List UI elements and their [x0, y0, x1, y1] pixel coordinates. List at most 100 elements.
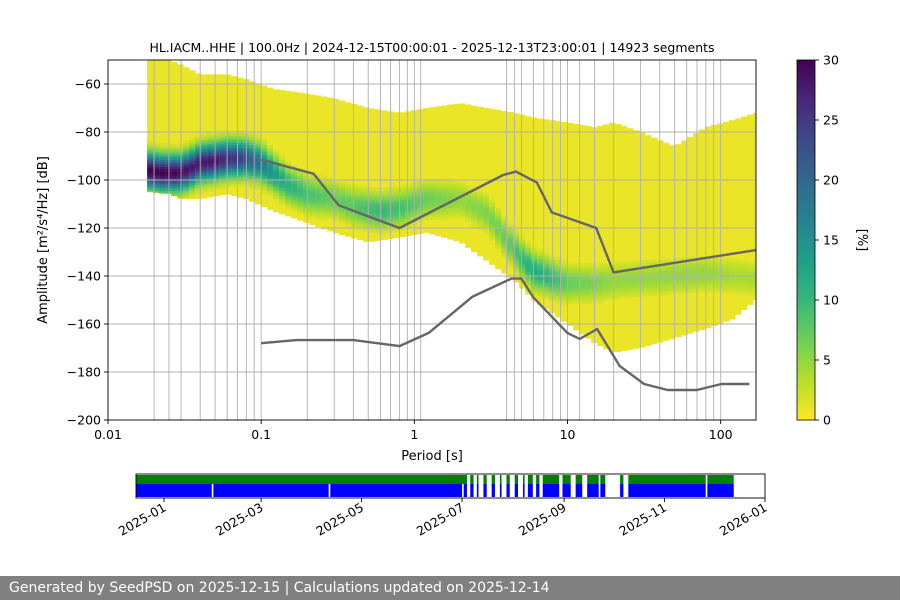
- psd-heat-cell: [675, 267, 682, 271]
- psd-heat-cell: [381, 199, 388, 203]
- psd-heat-cell: [501, 216, 508, 219]
- psd-heat-cell: [165, 166, 172, 170]
- psd-heat-cell: [639, 269, 646, 273]
- availability-segment-top: [562, 475, 571, 484]
- psd-heat-cell: [531, 258, 538, 261]
- psd-heat-cell: [681, 271, 688, 275]
- psd-heat-cell: [519, 249, 526, 252]
- psd-heat-cell: [261, 181, 268, 184]
- psd-heat-cell: [183, 176, 190, 180]
- psd-heat-cell: [429, 212, 436, 216]
- psd-heat-cell: [255, 137, 262, 140]
- psd-heat-cell: [363, 200, 370, 203]
- psd-heat-cell: [633, 282, 640, 286]
- psd-heat-cell: [279, 176, 286, 180]
- y-tick-label: −200: [67, 413, 101, 428]
- colorbar-tick-label: 30: [823, 53, 839, 68]
- psd-heat-cell: [315, 183, 322, 186]
- psd-heat-cell: [201, 156, 208, 160]
- psd-heat-cell: [177, 188, 184, 192]
- psd-heat-cell: [165, 157, 172, 160]
- psd-heat-cell: [327, 185, 334, 188]
- psd-heat-cell: [687, 276, 694, 279]
- psd-heat-cell: [597, 293, 604, 296]
- psd-heat-cell: [567, 279, 574, 283]
- psd-heat-cell: [663, 268, 670, 271]
- psd-heat-cell: [213, 156, 220, 160]
- psd-heat-cell: [321, 217, 328, 221]
- psd-heat-cell: [543, 293, 550, 297]
- psd-heat-cell: [315, 180, 322, 184]
- psd-heat-cell: [213, 159, 220, 163]
- psd-heat-cell: [597, 274, 604, 277]
- psd-heat-cell: [471, 202, 478, 206]
- psd-heat-cell: [195, 177, 202, 181]
- psd-heat-cell: [183, 142, 190, 146]
- psd-heat-cell: [579, 267, 586, 271]
- psd-heat-cell: [693, 280, 700, 284]
- psd-heat-cell: [327, 182, 334, 186]
- x-tick-label: 10: [560, 427, 576, 442]
- psd-heat-cell: [489, 206, 496, 210]
- psd-heat-cell: [159, 169, 166, 172]
- psd-heat-cell: [615, 272, 622, 275]
- psd-heat-cell: [177, 159, 184, 163]
- psd-heat-cell: [375, 214, 382, 218]
- psd-heat-cell: [165, 169, 172, 172]
- availability-segment-bottom: [542, 484, 560, 497]
- psd-heat-cell: [327, 216, 334, 220]
- psd-heat-cell: [297, 175, 304, 178]
- psd-heat-cell: [183, 154, 190, 158]
- psd-heat-cell: [405, 190, 412, 193]
- psd-heat-cell: [513, 253, 520, 257]
- availability-segment-bottom: [536, 484, 540, 497]
- psd-heat-cell: [639, 281, 646, 285]
- psd-heat-cell: [633, 260, 640, 264]
- psd-heat-cell: [273, 173, 280, 177]
- psd-heat-cell: [753, 265, 756, 268]
- psd-heat-cell: [663, 261, 670, 264]
- psd-heat-cell: [681, 290, 688, 294]
- psd-heat-cell: [351, 224, 358, 228]
- psd-heat-cell: [159, 190, 166, 194]
- psd-heat-column: [555, 121, 562, 318]
- psd-heat-cell: [351, 183, 358, 187]
- psd-heat-cell: [699, 270, 706, 273]
- psd-heat-cell: [225, 145, 232, 148]
- psd-heat-cell: [255, 146, 262, 150]
- psd-heat-cell: [309, 201, 316, 204]
- psd-heat-cell: [195, 148, 202, 152]
- psd-heat-cell: [279, 190, 286, 194]
- colorbar-tick-label: 25: [823, 113, 839, 128]
- psd-heat-cell: [459, 215, 466, 219]
- psd-heat-cell: [441, 193, 448, 196]
- psd-heat-cell: [639, 289, 646, 292]
- psd-heat-cell: [195, 141, 202, 145]
- psd-heat-cell: [237, 171, 244, 175]
- x-tick-label: 100: [709, 427, 733, 442]
- psd-heat-cell: [231, 142, 238, 146]
- psd-heat-cell: [219, 170, 226, 173]
- psd-heat-cell: [291, 186, 298, 190]
- psd-heat-cell: [645, 262, 652, 265]
- psd-heat-cell: [741, 261, 748, 265]
- availability-frame: [135, 473, 766, 499]
- psd-heat-cell: [573, 267, 580, 271]
- psd-heat-cell: [699, 289, 706, 293]
- psd-heat-cell: [201, 170, 208, 174]
- psd-heat-cell: [495, 215, 502, 218]
- psd-heat-cell: [501, 252, 508, 255]
- psd-heat-cell: [201, 166, 208, 169]
- psd-heat-cell: [315, 207, 322, 210]
- psd-heat-cell: [747, 283, 754, 287]
- psd-heat-cell: [225, 150, 232, 153]
- psd-heat-cell: [489, 204, 496, 208]
- psd-heat-cell: [255, 163, 262, 167]
- psd-heat-cell: [537, 286, 544, 290]
- psd-heat-cell: [255, 151, 262, 155]
- psd-heat-cell: [693, 287, 700, 291]
- psd-heat-cell: [525, 250, 532, 253]
- psd-heat-cell: [693, 270, 700, 274]
- psd-heat-cell: [291, 188, 298, 192]
- psd-heat-cell: [657, 259, 664, 262]
